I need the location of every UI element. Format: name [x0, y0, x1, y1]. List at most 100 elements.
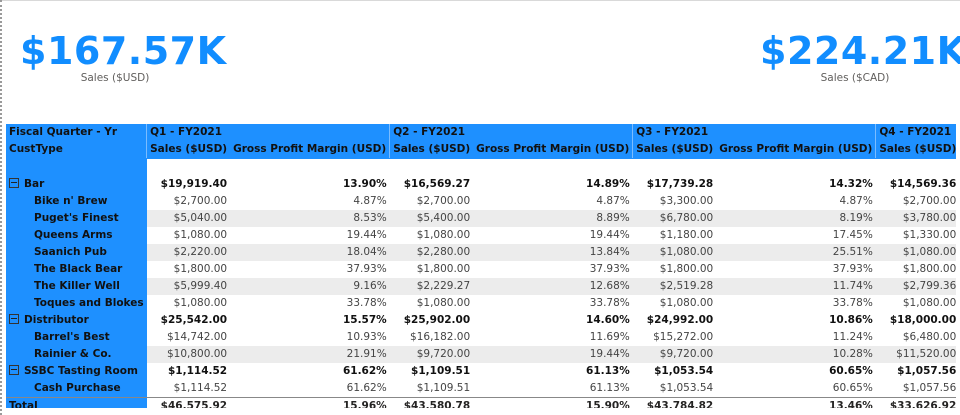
- row-label-text: Total: [9, 400, 38, 408]
- sales-cell: $25,902.00: [403, 314, 471, 326]
- row-label[interactable]: Rainier & Co.: [6, 346, 147, 363]
- margin-cell: 13.84%: [473, 244, 633, 261]
- row-label[interactable]: Bar: [6, 176, 147, 193]
- row-label[interactable]: Cash Purchase: [6, 380, 147, 398]
- margin-cell: 60.65%: [829, 365, 873, 377]
- row-label-text: Bar: [24, 178, 45, 190]
- row-label-text: Cash Purchase: [34, 382, 121, 394]
- table-row[interactable]: Toques and Blokes $1,080.00 33.78% $1,080.0…: [6, 295, 956, 312]
- group-row[interactable]: Bar $19,919.40 13.90% $16,569.27 14.89% $17,7…: [6, 176, 956, 193]
- table-row[interactable]: The Black Bear $1,800.00 37.93% $1,800.00 37…: [6, 261, 956, 278]
- row-label[interactable]: SSBC Tasting Room: [6, 363, 147, 380]
- row-label[interactable]: The Killer Well: [6, 278, 147, 295]
- collapse-icon[interactable]: [9, 314, 19, 324]
- row-label[interactable]: Queens Arms: [6, 227, 147, 244]
- sales-cell: $6,480.00: [902, 331, 956, 343]
- row-label-text: Distributor: [24, 314, 89, 326]
- group-row[interactable]: SSBC Tasting Room $1,114.52 61.62% $1,109.5…: [6, 363, 956, 380]
- measure-header-sales[interactable]: Sales ($USD): [875, 141, 956, 159]
- table-row[interactable]: Bike n' Brew $2,700.00 4.87% $2,700.00 4.87%…: [6, 193, 956, 210]
- sales-cell: $15,272.00: [653, 331, 714, 343]
- sales-cell: $1,800.00: [659, 263, 714, 275]
- sales-cell: $5,040.00: [146, 210, 231, 227]
- row-label-text: Barrel's Best: [34, 331, 110, 343]
- canvas-selection-border: [0, 0, 4, 415]
- margin-cell: 61.13%: [586, 365, 630, 377]
- table-row[interactable]: Barrel's Best $14,742.00 10.93% $16,182.00 1…: [6, 329, 956, 346]
- table-row[interactable]: Queens Arms $1,080.00 19.44% $1,080.00 19.44…: [6, 227, 956, 244]
- sales-cell: $2,799.36: [875, 278, 956, 295]
- table-row[interactable]: The Killer Well $5,999.40 9.16% $2,229.27 12…: [6, 278, 956, 295]
- margin-cell: 33.78%: [589, 297, 630, 309]
- measure-header-gpm[interactable]: Gross Profit Margin (USD): [230, 141, 390, 159]
- measure-header-gpm[interactable]: Gross Profit Margin (USD): [716, 141, 876, 159]
- margin-cell: 14.32%: [829, 178, 873, 190]
- margin-cell: 13.46%: [716, 397, 876, 408]
- sales-cell: $10,800.00: [146, 346, 231, 363]
- margin-cell: 61.62%: [342, 365, 387, 377]
- sales-cell: $1,800.00: [416, 263, 471, 275]
- kpi-card-sales-usd[interactable]: $167.57K Sales ($USD): [20, 30, 226, 84]
- row-label[interactable]: Saanich Pub: [6, 244, 147, 261]
- sales-cell: $1,080.00: [416, 297, 471, 309]
- sales-cell: $2,280.00: [389, 244, 474, 261]
- table-row[interactable]: Saanich Pub $2,220.00 18.04% $2,280.00 13.84…: [6, 244, 956, 261]
- row-label[interactable]: Barrel's Best: [6, 329, 147, 346]
- column-header-q4[interactable]: Q4 - FY2021: [875, 124, 956, 141]
- sales-cell: $5,400.00: [389, 210, 474, 227]
- row-label-text: SSBC Tasting Room: [24, 365, 138, 377]
- row-label-text: Toques and Blokes: [34, 297, 144, 309]
- row-header-fiscal-quarter[interactable]: Fiscal Quarter - Yr: [6, 124, 147, 141]
- total-row[interactable]: Total $46,575.92 15.96% $43,580.78 15.90% $43…: [6, 397, 956, 408]
- margin-cell: 13.90%: [342, 178, 387, 190]
- row-label[interactable]: Bike n' Brew: [6, 193, 147, 210]
- measure-header-sales[interactable]: Sales ($USD): [389, 141, 474, 159]
- column-header-q1[interactable]: Q1 - FY2021: [146, 124, 390, 141]
- sales-cell: $6,780.00: [632, 210, 717, 227]
- margin-cell: 15.96%: [230, 397, 390, 408]
- measure-header-sales[interactable]: Sales ($USD): [632, 141, 717, 159]
- margin-cell: 19.44%: [473, 346, 633, 363]
- margin-cell: 37.93%: [346, 263, 387, 275]
- sales-cell: $19,919.40: [160, 178, 228, 190]
- margin-cell: 33.78%: [832, 297, 873, 309]
- sales-cell: $14,569.36: [889, 178, 956, 190]
- row-label-text: Saanich Pub: [34, 246, 107, 258]
- row-label[interactable]: Distributor: [6, 312, 147, 329]
- collapse-icon[interactable]: [9, 178, 19, 188]
- row-label[interactable]: Toques and Blokes: [6, 295, 147, 312]
- column-header-q2[interactable]: Q2 - FY2021: [389, 124, 633, 141]
- collapse-icon[interactable]: [9, 365, 19, 375]
- measure-header-gpm[interactable]: Gross Profit Margin (USD): [473, 141, 633, 159]
- margin-cell: 10.86%: [829, 314, 873, 326]
- measure-header-sales[interactable]: Sales ($USD): [146, 141, 231, 159]
- column-header-q3[interactable]: Q3 - FY2021: [632, 124, 876, 141]
- sales-cell: $9,720.00: [389, 346, 474, 363]
- row-label[interactable]: Puget's Finest: [6, 210, 147, 227]
- table-row[interactable]: Rainier & Co. $10,800.00 21.91% $9,720.00 19…: [6, 346, 956, 363]
- sales-cell: $43,784.82: [632, 397, 717, 408]
- sales-cell: $1,109.51: [416, 382, 471, 394]
- sales-cell: $14,742.00: [166, 331, 228, 343]
- row-label[interactable]: The Black Bear: [6, 261, 147, 278]
- group-row[interactable]: Distributor $25,542.00 15.57% $25,902.00 14.…: [6, 312, 956, 329]
- matrix-table: Fiscal Quarter - Yr Q1 - FY2021 Q2 - FY2…: [6, 124, 956, 408]
- sales-cell: $2,519.28: [632, 278, 717, 295]
- table-row[interactable]: Puget's Finest $5,040.00 8.53% $5,400.00 8.8…: [6, 210, 956, 227]
- sales-cell: $3,780.00: [875, 210, 956, 227]
- column-header-row-quarters: Fiscal Quarter - Yr Q1 - FY2021 Q2 - FY2…: [6, 124, 956, 141]
- row-label-text: The Killer Well: [34, 280, 120, 292]
- kpi-card-sales-cad[interactable]: $224.21K Sales ($CAD): [760, 29, 960, 84]
- sales-cell: $33,626.92: [875, 397, 956, 408]
- sales-cell: $1,053.54: [659, 382, 714, 394]
- sales-cell: $16,569.27: [403, 178, 471, 190]
- row-label[interactable]: Total: [6, 397, 147, 408]
- sales-cell: $46,575.92: [146, 397, 231, 408]
- row-header-custtype[interactable]: CustType: [6, 141, 147, 159]
- matrix-visual[interactable]: Fiscal Quarter - Yr Q1 - FY2021 Q2 - FY2…: [6, 124, 956, 408]
- table-row[interactable]: Cash Purchase $1,114.52 61.62% $1,109.51 61.…: [6, 380, 956, 398]
- sales-cell: $1,080.00: [875, 244, 956, 261]
- row-label-text: Queens Arms: [34, 229, 113, 241]
- kpi-value: $224.21K: [760, 29, 960, 73]
